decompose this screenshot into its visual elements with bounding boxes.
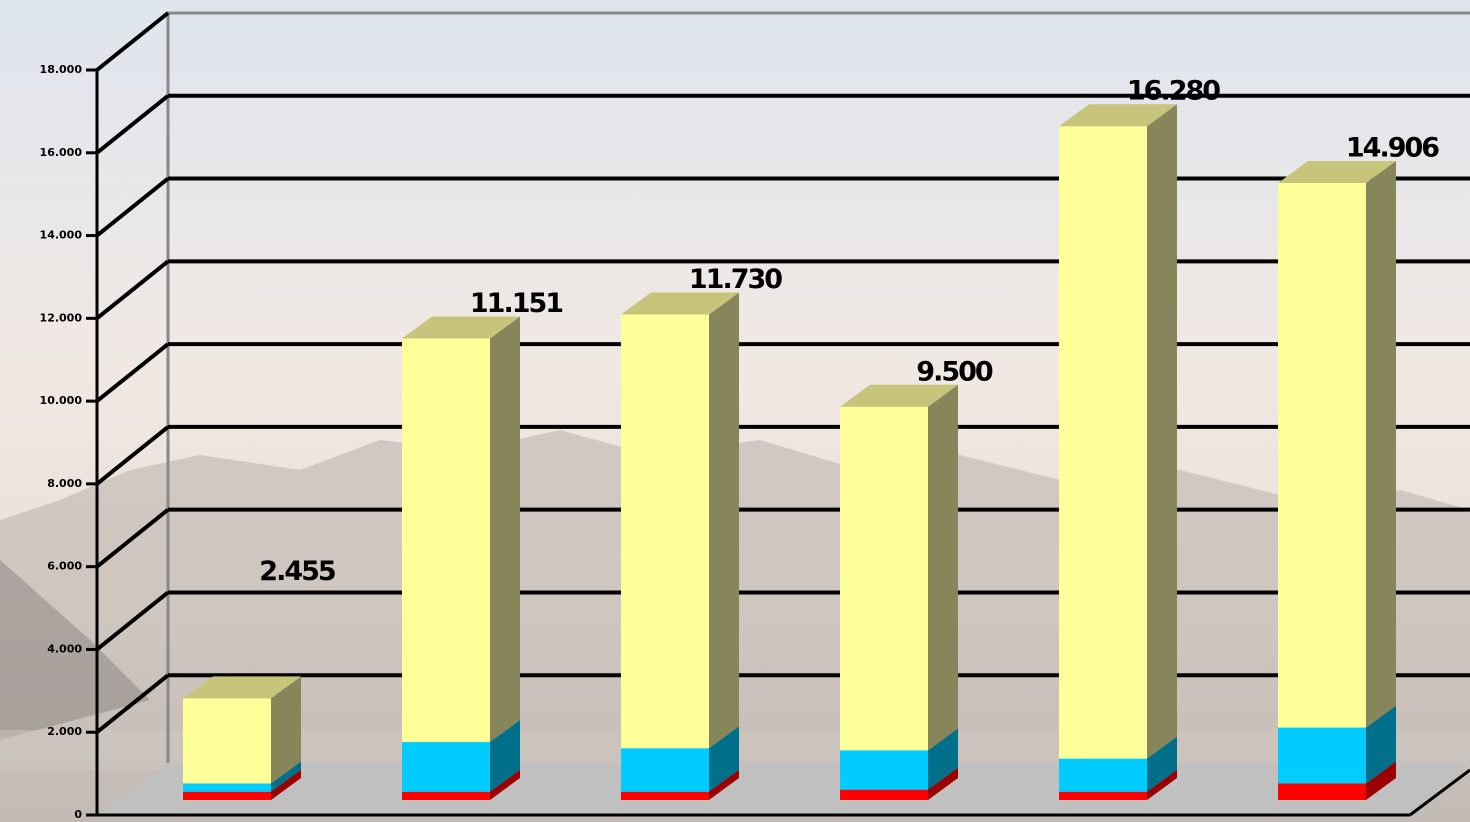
bar-segment (1278, 783, 1366, 800)
floor-edge (1409, 768, 1470, 817)
bar-segment (621, 314, 709, 749)
bar-top (183, 676, 301, 699)
bar-side (1366, 761, 1396, 800)
grid-line (95, 342, 170, 403)
bar-segment (402, 791, 490, 800)
bar-segment (840, 789, 928, 800)
bar-top (840, 384, 958, 407)
grid-line (95, 259, 170, 320)
grid-line (95, 94, 170, 155)
bar-segment (183, 783, 271, 792)
y-tick-label: 2.000 (47, 725, 82, 738)
grid-line (95, 11, 170, 72)
bar-segment (1059, 758, 1147, 792)
total-label: 11.730 (689, 264, 782, 295)
y-tick-label: 18.000 (40, 63, 83, 76)
bar-segment (621, 791, 709, 800)
bar-side (271, 761, 301, 792)
bar-segment (183, 698, 271, 784)
total-label: 2.455 (259, 556, 335, 587)
y-tick-label: 12.000 (40, 311, 83, 324)
bar-side (271, 676, 301, 784)
bar-side (1366, 705, 1396, 784)
bar-segment (1059, 791, 1147, 800)
grid-line (95, 176, 170, 238)
total-label: 11.151 (470, 288, 562, 319)
y-tick-label: 4.000 (47, 642, 82, 655)
grid-line (95, 425, 170, 486)
bar-top (621, 292, 739, 315)
floor (97, 763, 1470, 815)
bar-side (271, 769, 301, 800)
grid-line (95, 590, 170, 652)
bar-side (928, 767, 958, 800)
bar-side (709, 726, 739, 792)
bar-side (709, 292, 739, 749)
bar-segment (402, 742, 490, 792)
bar-side (928, 384, 958, 751)
y-tick-label: 8.000 (47, 477, 82, 490)
grid-line (95, 673, 170, 734)
bar-side (928, 728, 958, 790)
bar-segment (183, 791, 271, 800)
bar-side (1147, 736, 1177, 792)
total-label: 9.500 (916, 356, 993, 387)
y-tick-label: 6.000 (47, 560, 82, 573)
bar-segment (1278, 727, 1366, 784)
bar-side (490, 720, 520, 792)
bar-side (1366, 161, 1396, 728)
bar-side (1147, 769, 1177, 800)
bar-side (1147, 104, 1177, 759)
bar-top (402, 316, 520, 339)
bar-segment (402, 338, 490, 743)
y-tick-label: 10.000 (40, 394, 83, 407)
y-tick-label: 14.000 (40, 229, 83, 242)
bar-segment (840, 750, 928, 790)
bar-side (490, 769, 520, 800)
bars: 2.455 11.151 11.730 9.500 16.280 14.906 (183, 76, 1441, 800)
bar-top (1278, 161, 1396, 184)
bar-segment (1059, 126, 1147, 759)
bar-side (490, 316, 520, 743)
bar-top (1059, 104, 1177, 127)
mountain-left (0, 560, 150, 740)
bar-side (709, 769, 739, 800)
grid-line (95, 508, 170, 569)
total-label: 16.280 (1127, 76, 1220, 107)
bar-segment (840, 406, 928, 751)
bar-segment (1278, 183, 1366, 728)
bar-segment (621, 748, 709, 792)
total-label: 14.906 (1346, 133, 1439, 164)
grid: 0 2.000 4.000 6.000 8.000 10.000 12.000 14.000 1… (40, 11, 1470, 821)
y-tick-label: 16.000 (40, 146, 83, 159)
y-tick-label: 0 (74, 808, 82, 821)
